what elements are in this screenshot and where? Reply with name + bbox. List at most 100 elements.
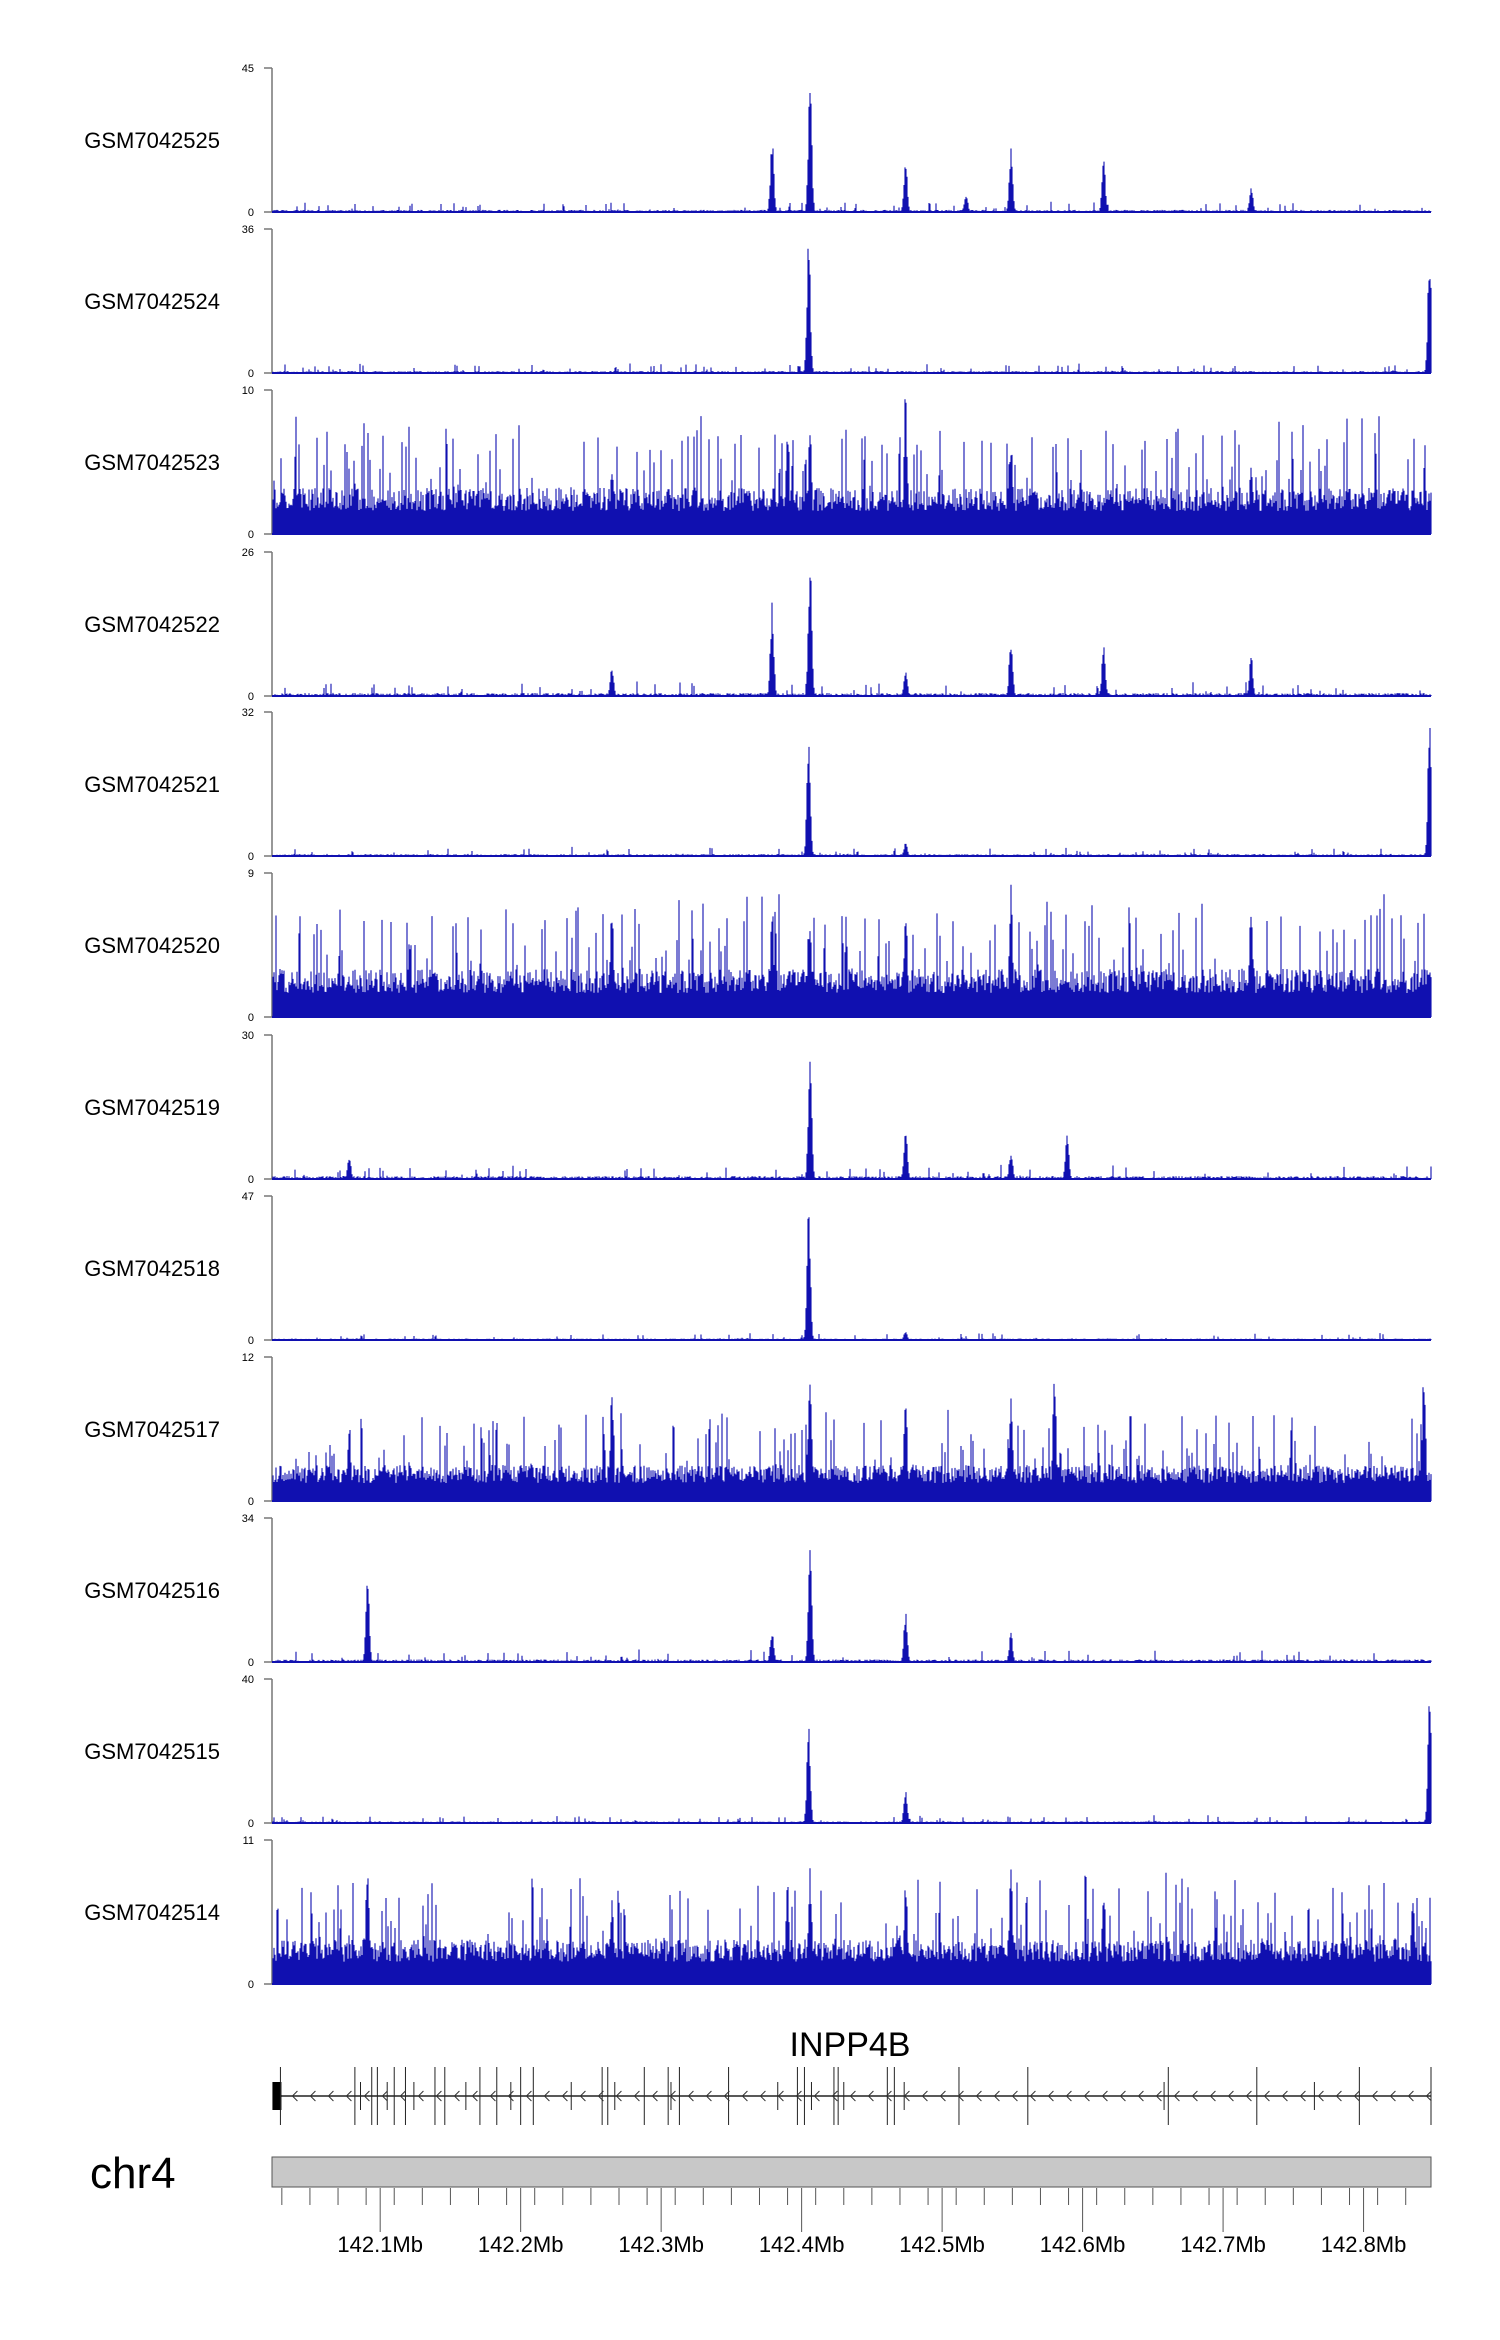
strand-arrow-icon — [1263, 2090, 1270, 2102]
y-tick-label-min: 0 — [248, 1012, 254, 1024]
y-tick-label-min: 0 — [248, 691, 254, 703]
track-GSM7042525: GSM7042525 45 0 — [84, 63, 1432, 219]
strand-arrow-icon — [579, 2090, 586, 2102]
strand-arrow-icon — [471, 2090, 478, 2102]
strand-arrow-icon — [1101, 2090, 1108, 2102]
strand-arrow-icon — [507, 2090, 514, 2102]
y-tick-label-max: 9 — [248, 868, 254, 880]
y-tick-label-min: 0 — [248, 851, 254, 863]
strand-arrow-icon — [687, 2090, 694, 2102]
y-tick-label-min: 0 — [248, 529, 254, 541]
y-tick-label-min: 0 — [248, 207, 254, 219]
strand-arrow-icon — [399, 2090, 406, 2102]
gene-utr-block — [272, 2082, 282, 2110]
chromosome-label: chr4 — [90, 2149, 176, 2198]
strand-arrow-icon — [543, 2090, 550, 2102]
strand-arrow-icon — [723, 2090, 730, 2102]
strand-arrow-icon — [1209, 2090, 1216, 2102]
x-tick-label: 142.1Mb — [337, 2232, 423, 2257]
signal-tracks: GSM7042525450GSM7042524360GSM7042523100G… — [84, 63, 1432, 1991]
track-label: GSM7042517 — [84, 1417, 220, 1442]
strand-arrow-icon — [525, 2090, 532, 2102]
y-tick-label-min: 0 — [248, 1818, 254, 1830]
signal-GSM7042518 — [272, 1217, 1432, 1340]
y-tick-label-max: 11 — [243, 1835, 254, 1847]
strand-arrow-icon — [795, 2090, 802, 2102]
strand-arrow-icon — [1137, 2090, 1144, 2102]
strand-arrow-icon — [1119, 2090, 1126, 2102]
signal-GSM7042523 — [272, 399, 1432, 534]
chromosome-bar — [271, 2156, 1432, 2188]
strand-arrow-icon — [417, 2090, 424, 2102]
strand-arrow-icon — [309, 2090, 316, 2102]
track-GSM7042517: GSM7042517 12 0 — [84, 1352, 1432, 1508]
strand-arrow-icon — [975, 2090, 982, 2102]
track-label: GSM7042519 — [84, 1095, 220, 1120]
track-label: GSM7042523 — [84, 450, 220, 475]
strand-arrow-icon — [633, 2090, 640, 2102]
strand-arrow-icon — [957, 2090, 964, 2102]
track-label: GSM7042524 — [84, 289, 220, 314]
y-tick-label-max: 30 — [242, 1030, 254, 1042]
strand-arrow-icon — [1047, 2090, 1054, 2102]
signal-GSM7042519 — [272, 1061, 1432, 1179]
strand-arrow-icon — [867, 2090, 874, 2102]
track-label: GSM7042516 — [84, 1578, 220, 1603]
track-label: GSM7042522 — [84, 612, 220, 637]
strand-arrow-icon — [1299, 2090, 1306, 2102]
track-label: GSM7042521 — [84, 772, 220, 797]
strand-arrow-icon — [597, 2090, 604, 2102]
signal-GSM7042514 — [272, 1868, 1432, 1984]
strand-arrow-icon — [939, 2090, 946, 2102]
signal-GSM7042525 — [272, 93, 1432, 212]
y-tick-label-max: 10 — [242, 385, 254, 397]
gene-name: INPP4B — [790, 2026, 911, 2064]
x-tick-label: 142.5Mb — [899, 2232, 985, 2257]
y-tick-label-max: 36 — [242, 224, 254, 236]
y-tick-label-max: 45 — [242, 63, 254, 75]
track-GSM7042524: GSM7042524 36 0 — [84, 224, 1432, 380]
strand-arrow-icon — [885, 2090, 892, 2102]
x-tick-label: 142.4Mb — [759, 2232, 845, 2257]
track-label: GSM7042520 — [84, 933, 220, 958]
strand-arrow-icon — [327, 2090, 334, 2102]
strand-arrow-icon — [1389, 2090, 1396, 2102]
strand-arrow-icon — [813, 2090, 820, 2102]
track-GSM7042519: GSM7042519 30 0 — [84, 1030, 1432, 1186]
strand-arrow-icon — [1155, 2090, 1162, 2102]
track-GSM7042516: GSM7042516 34 0 — [84, 1513, 1432, 1669]
y-tick-label-max: 12 — [242, 1352, 254, 1364]
strand-arrow-icon — [1083, 2090, 1090, 2102]
y-tick-label-min: 0 — [248, 1979, 254, 1991]
gene-track: INPP4B — [272, 2026, 1432, 2125]
strand-arrow-icon — [1371, 2090, 1378, 2102]
strand-arrow-icon — [903, 2090, 910, 2102]
strand-arrow-icon — [345, 2090, 352, 2102]
signal-GSM7042516 — [272, 1550, 1432, 1662]
strand-arrow-icon — [1353, 2090, 1360, 2102]
track-label: GSM7042525 — [84, 128, 220, 153]
strand-arrow-icon — [363, 2090, 370, 2102]
x-tick-label: 142.2Mb — [478, 2232, 564, 2257]
chromosome-axis: chr4 142.1Mb 142.2Mb 142.3Mb 142.4Mb 142.5Mb… — [90, 2149, 1432, 2257]
y-tick-label-min: 0 — [248, 368, 254, 380]
track-label: GSM7042518 — [84, 1256, 220, 1281]
track-GSM7042515: GSM7042515 40 0 — [84, 1674, 1432, 1830]
strand-arrow-icon — [831, 2090, 838, 2102]
track-label: GSM7042514 — [84, 1900, 220, 1925]
track-GSM7042521: GSM7042521 32 0 — [84, 707, 1432, 863]
x-tick-label: 142.7Mb — [1180, 2232, 1266, 2257]
track-GSM7042520: GSM7042520 9 0 — [84, 868, 1432, 1024]
x-tick-label: 142.3Mb — [618, 2232, 704, 2257]
strand-arrow-icon — [993, 2090, 1000, 2102]
x-tick-label: 142.6Mb — [1040, 2232, 1126, 2257]
strand-arrow-icon — [1191, 2090, 1198, 2102]
strand-arrow-icon — [615, 2090, 622, 2102]
signal-GSM7042520 — [272, 884, 1432, 1017]
y-tick-label-max: 47 — [242, 1191, 254, 1203]
strand-arrow-icon — [1065, 2090, 1072, 2102]
x-tick-label: 142.8Mb — [1321, 2232, 1407, 2257]
strand-arrow-icon — [291, 2090, 298, 2102]
strand-arrow-icon — [1317, 2090, 1324, 2102]
